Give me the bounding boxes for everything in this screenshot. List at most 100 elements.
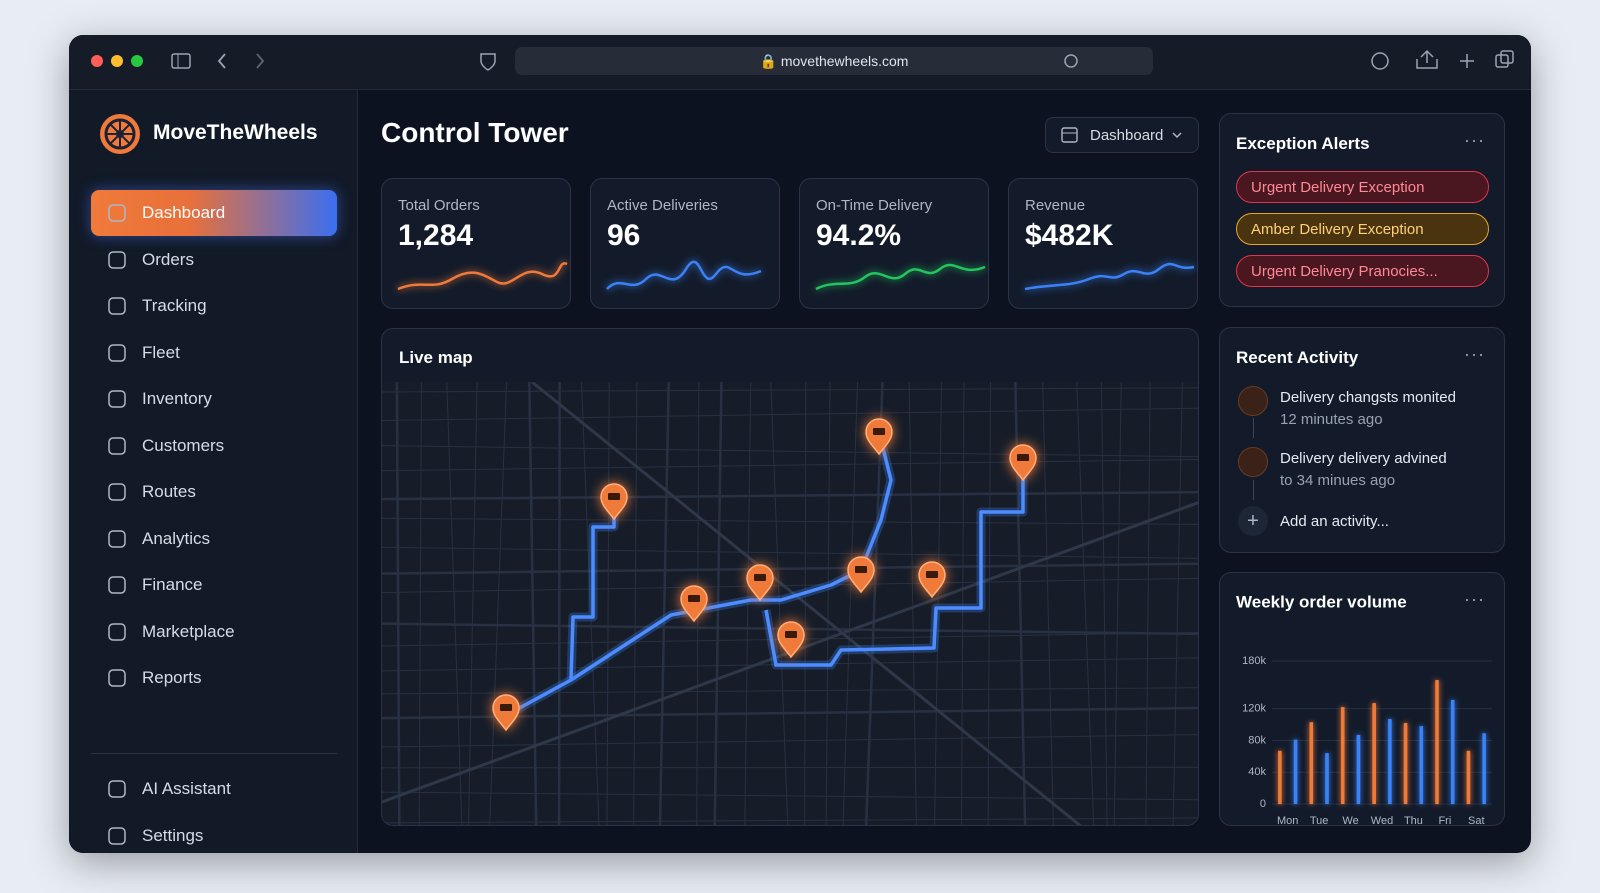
road: [961, 382, 965, 825]
x-tick-label: Fri: [1438, 815, 1451, 827]
add-activity[interactable]: Add an activity...: [1280, 513, 1389, 530]
activity-card: Recent Activity ··· + Add an activity...…: [1219, 327, 1505, 553]
kpi-label: On-Time Delivery: [816, 197, 933, 214]
road: [744, 382, 752, 825]
sparkline-path: [606, 260, 762, 290]
title-bar: 🔒 movethewheels.com: [69, 35, 1531, 90]
road: [418, 382, 422, 825]
nav-label: Tracking: [142, 296, 207, 315]
highway: [531, 382, 1082, 825]
pin-truck: [855, 566, 867, 573]
route: [764, 475, 1025, 667]
sidebar: MoveTheWheels Dashboard Orders Tracking Fle…: [69, 90, 358, 853]
pin-truck: [608, 493, 620, 500]
bar: [1325, 753, 1329, 804]
icon-shape: [108, 669, 126, 687]
nav-icon: [108, 483, 126, 501]
nav-item[interactable]: Finance: [91, 562, 337, 608]
x-tick-label: Tue: [1310, 815, 1329, 827]
truck-pin: [492, 694, 520, 732]
chevron: [1172, 132, 1182, 139]
bar: [1309, 722, 1314, 804]
nav-icon: [108, 669, 126, 687]
nav-item[interactable]: Settings: [91, 813, 337, 853]
nav-icon: [108, 530, 126, 548]
nav-item[interactable]: Dashboard: [91, 190, 337, 236]
x-tick-label: Thu: [1404, 815, 1423, 827]
nav-item[interactable]: Orders: [91, 237, 337, 283]
road: [382, 734, 1198, 748]
bar: [1450, 699, 1455, 804]
kpi-label: Active Deliveries: [607, 197, 718, 214]
bar: [1466, 750, 1471, 804]
nav-icon: [108, 827, 126, 845]
toolbar-icons: [91, 47, 1514, 75]
bar: [1372, 703, 1376, 804]
kpi-card: Total Orders 1,284: [381, 178, 571, 309]
nav-icon: [108, 204, 126, 222]
menu[interactable]: ···: [1464, 589, 1485, 609]
x-tick-label: Sat: [1468, 815, 1485, 827]
sparkline: [397, 262, 568, 291]
nav-label: AI Assistant: [142, 779, 231, 798]
menu[interactable]: ···: [1464, 344, 1485, 364]
add-icon[interactable]: +: [1238, 506, 1268, 536]
kpi-label: Revenue: [1025, 197, 1086, 214]
x-tick-label: Wed: [1371, 815, 1393, 827]
nav-icon: [108, 297, 126, 315]
road: [382, 791, 1198, 801]
pin-shape: [746, 564, 774, 602]
sparkline: [606, 260, 762, 290]
nav-item[interactable]: Customers: [91, 423, 337, 469]
truck-pin: [1009, 444, 1037, 482]
map[interactable]: [382, 382, 1199, 826]
alert-pill[interactable]: Urgent Delivery Pranocies...: [1236, 255, 1489, 287]
nav-label: Settings: [142, 826, 204, 845]
truck-pin: [918, 561, 946, 599]
map-panel: Live map: [381, 328, 1199, 826]
pin-truck: [785, 631, 797, 638]
timeline: [1253, 418, 1254, 438]
menu[interactable]: ···: [1464, 130, 1485, 150]
nav-icon: [108, 344, 126, 362]
truck-pin: [600, 483, 628, 521]
kpi-value: 94.2%: [816, 219, 902, 252]
url-field[interactable]: 🔒 movethewheels.com: [759, 53, 909, 69]
pin-shape: [1009, 444, 1037, 482]
nav-item[interactable]: Reports: [91, 655, 337, 701]
kpi-card: Revenue $482K: [1008, 178, 1198, 309]
pin-shape: [680, 585, 708, 623]
activity-icon: [1238, 386, 1268, 416]
nav-label: Dashboard: [142, 203, 226, 222]
road: [382, 546, 1198, 559]
road: [382, 517, 1198, 525]
truck-pin: [777, 621, 805, 659]
y-tick-label: 120k: [1242, 703, 1266, 715]
road: [934, 382, 943, 825]
road: [382, 687, 1198, 695]
pin-truck: [1017, 454, 1029, 461]
pin-truck: [754, 574, 766, 581]
road: [908, 382, 917, 825]
alert-pill[interactable]: Amber Delivery Exception: [1236, 213, 1489, 245]
nav-item[interactable]: Routes: [91, 469, 337, 515]
nav-item[interactable]: Inventory: [91, 376, 337, 422]
nav-item[interactable]: AI Assistant: [91, 766, 337, 812]
page-title: Control Tower: [381, 117, 569, 148]
nav-item[interactable]: Analytics: [91, 516, 337, 562]
bar: [1482, 733, 1486, 804]
road: [382, 459, 1198, 472]
nav-item[interactable]: Tracking: [91, 283, 337, 329]
road: [606, 382, 610, 825]
road: [382, 490, 1198, 501]
nav-label: Routes: [142, 482, 196, 501]
kpi-label: Total Orders: [398, 197, 480, 214]
alert-pill[interactable]: Urgent Delivery Exception: [1236, 171, 1489, 203]
nav-item[interactable]: Fleet: [91, 330, 337, 376]
activity-icon: [1238, 447, 1268, 477]
nav-item[interactable]: Marketplace: [91, 609, 337, 655]
truck-pin: [680, 585, 708, 623]
activity-time: 12 minutes ago: [1280, 411, 1383, 428]
view-dropdown[interactable]: Dashboard: [1045, 117, 1199, 153]
